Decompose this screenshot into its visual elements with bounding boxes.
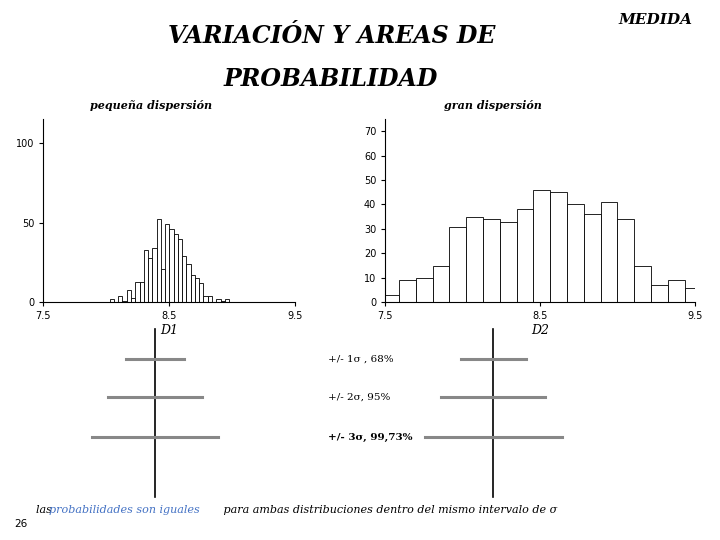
Bar: [186, 264, 191, 302]
Bar: [131, 298, 135, 302]
Bar: [148, 258, 153, 302]
X-axis label: D2: D2: [531, 324, 549, 337]
Bar: [449, 226, 467, 302]
Bar: [719, 300, 720, 302]
Bar: [165, 224, 169, 302]
Bar: [191, 275, 195, 302]
Bar: [701, 300, 719, 302]
Bar: [135, 282, 140, 302]
Bar: [433, 266, 449, 302]
Text: VARIACIÓN Y AREAS DE: VARIACIÓN Y AREAS DE: [168, 24, 495, 48]
Bar: [122, 301, 127, 302]
Bar: [109, 299, 114, 302]
Bar: [225, 299, 229, 302]
Bar: [127, 289, 131, 302]
Bar: [161, 269, 165, 302]
Bar: [199, 284, 204, 302]
Text: +/- 3σ, 99,73%: +/- 3σ, 99,73%: [328, 433, 412, 442]
Bar: [668, 280, 685, 302]
Text: 26: 26: [14, 519, 27, 529]
Bar: [550, 192, 567, 302]
Bar: [178, 239, 182, 302]
Text: las: las: [36, 505, 55, 515]
Text: +/- 2σ, 95%: +/- 2σ, 95%: [328, 393, 390, 401]
Bar: [204, 296, 208, 302]
Bar: [467, 217, 483, 302]
Bar: [174, 234, 178, 302]
Bar: [584, 214, 600, 302]
Bar: [182, 256, 186, 302]
Bar: [144, 249, 148, 302]
Bar: [220, 301, 225, 302]
Bar: [567, 205, 584, 302]
Text: PROBABILIDAD: PROBABILIDAD: [224, 68, 438, 91]
Text: para ambas distribuciones dentro del mismo intervalo de σ: para ambas distribuciones dentro del mis…: [220, 505, 557, 515]
Text: gran dispersión: gran dispersión: [444, 100, 542, 111]
Text: +/- 1σ , 68%: +/- 1σ , 68%: [328, 355, 393, 363]
Bar: [216, 299, 220, 302]
Bar: [651, 285, 668, 302]
Bar: [618, 219, 634, 302]
X-axis label: D1: D1: [160, 324, 179, 337]
Text: probabilidades son iguales: probabilidades son iguales: [49, 505, 199, 515]
Bar: [315, 300, 332, 302]
Bar: [534, 190, 550, 302]
Bar: [517, 210, 534, 302]
Bar: [153, 248, 156, 302]
Bar: [685, 288, 701, 302]
Bar: [332, 298, 348, 302]
Bar: [399, 280, 416, 302]
Bar: [600, 202, 618, 302]
Bar: [366, 290, 382, 302]
Bar: [169, 229, 174, 302]
Bar: [416, 278, 433, 302]
Bar: [140, 282, 144, 302]
Text: pequeña dispersión: pequeña dispersión: [90, 100, 212, 111]
Bar: [118, 296, 122, 302]
Bar: [500, 221, 517, 302]
Bar: [634, 266, 651, 302]
Bar: [156, 219, 161, 302]
Bar: [282, 300, 298, 302]
Text: MEDIDA: MEDIDA: [618, 14, 692, 28]
Bar: [483, 219, 500, 302]
Bar: [382, 295, 399, 302]
Bar: [195, 279, 199, 302]
Bar: [208, 296, 212, 302]
